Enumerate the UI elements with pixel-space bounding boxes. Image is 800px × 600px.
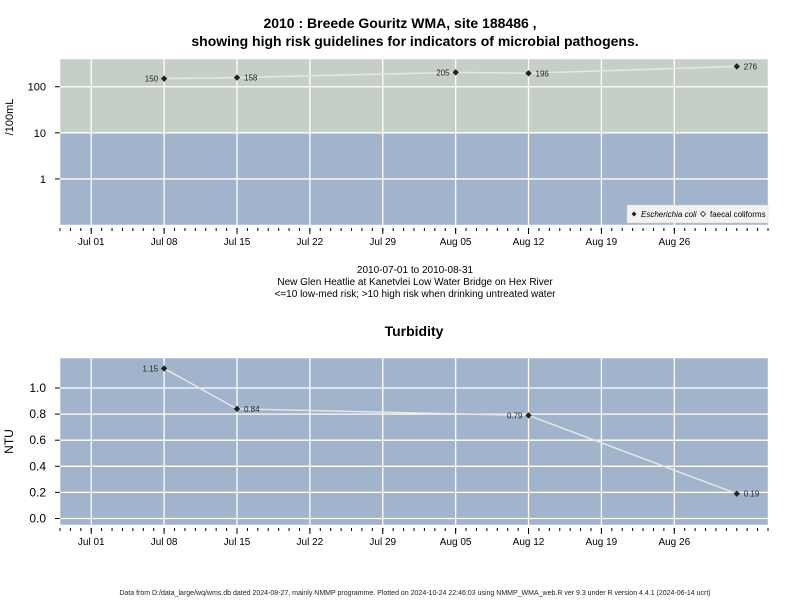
legend-box xyxy=(626,204,769,224)
x-tick-label: Jul 08 xyxy=(151,237,178,248)
turbidity-data-point xyxy=(525,412,532,419)
legend-faecal-label: faecal coliforms xyxy=(710,210,766,219)
x-tick-label: Aug 05 xyxy=(440,237,472,248)
x-tick-label: Jul 01 xyxy=(78,237,105,248)
x-tick-label: Aug 19 xyxy=(586,237,618,248)
turbidity-chart: 0.0 0.2 0.4 0.6 0.8 1.0 NTU 1.15 0.84 0.79 0.19 Jul… xyxy=(2,357,769,548)
y-axis-label: NTU xyxy=(2,429,16,454)
x-tick-label: Jul 08 xyxy=(151,537,178,548)
legend-ecoli-label: Escherichia coli xyxy=(641,210,697,219)
chart-title-line2: showing high risk guidelines for indicat… xyxy=(191,33,639,49)
ecoli-data-point xyxy=(733,63,740,70)
ecoli-data-label: 196 xyxy=(536,69,550,78)
high-risk-band xyxy=(60,59,768,133)
y-tick-label: 0.2 xyxy=(29,485,46,499)
legend-faecal-marker xyxy=(699,210,707,218)
x-tick-label: Aug 26 xyxy=(658,537,690,548)
ecoli-data-point xyxy=(160,75,168,82)
y-tick-label: 100 xyxy=(28,82,46,94)
risk-note-caption: <=10 low-med risk; >10 high risk when dr… xyxy=(274,289,556,300)
turbidity-data-label: 0.19 xyxy=(744,490,760,499)
ecoli-data-label: 158 xyxy=(244,74,258,83)
ecoli-data-label: 205 xyxy=(436,68,450,77)
x-tick-label: Jul 15 xyxy=(224,237,251,248)
x-tick-label: Jul 29 xyxy=(369,237,396,248)
turbidity-data-label: 0.84 xyxy=(244,405,260,414)
x-tick-label: Aug 05 xyxy=(440,537,472,548)
footer-note: Data from D:/data_large/wq/wms.db dated … xyxy=(119,590,711,597)
y-tick-label: 1 xyxy=(40,174,46,186)
x-tick-label: Aug 26 xyxy=(658,237,690,248)
plot-frame xyxy=(59,58,769,226)
y-tick-label: 0.6 xyxy=(29,433,46,447)
turbidity-title: Turbidity xyxy=(384,323,444,339)
y-tick-label: 0.0 xyxy=(29,511,46,525)
turbidity-data-label: 0.79 xyxy=(507,411,523,420)
y-tick-label: 0.8 xyxy=(29,407,46,421)
turbidity-data-point xyxy=(160,365,168,372)
y-tick-label: 0.4 xyxy=(29,459,46,473)
x-tick-label: Jul 29 xyxy=(369,537,396,548)
ecoli-data-point xyxy=(525,70,532,77)
date-range-caption: 2010-07-01 to 2010-08-31 xyxy=(356,265,474,276)
legend-ecoli-marker xyxy=(631,211,637,217)
turbidity-data-label: 1.15 xyxy=(143,364,159,373)
ecoli-data-point xyxy=(233,74,241,81)
x-tick-label: Jul 01 xyxy=(78,537,105,548)
site-description-caption: New Glen Heatlie at Kanetvlei Low Water … xyxy=(277,277,553,288)
turbidity-data-point xyxy=(733,490,740,497)
turbidity-series-line xyxy=(163,367,738,495)
x-tick-label: Aug 19 xyxy=(586,537,618,548)
x-tick-label: Jul 15 xyxy=(224,537,251,548)
ecoli-data-label: 150 xyxy=(145,75,159,84)
plot-background xyxy=(60,358,768,525)
y-tick-label: 1.0 xyxy=(29,381,46,395)
plot-frame xyxy=(59,357,769,526)
microbial-chart: 1 10 100/100mL 150 158 205 196 276 Jul 01 Jul 08 J… xyxy=(4,58,769,248)
x-tick-label: Aug 12 xyxy=(513,537,545,548)
chart-title-line1: 2010 : Breede Gouritz WMA, site 188486 , xyxy=(263,15,537,31)
y-axis-label: /100mL xyxy=(4,99,16,136)
ecoli-data-label: 276 xyxy=(744,62,758,71)
x-tick-label: Jul 22 xyxy=(297,237,324,248)
x-tick-label: Jul 22 xyxy=(297,537,324,548)
y-tick-label: 10 xyxy=(34,128,46,140)
x-tick-label: Aug 12 xyxy=(513,237,545,248)
turbidity-data-point xyxy=(233,405,241,413)
